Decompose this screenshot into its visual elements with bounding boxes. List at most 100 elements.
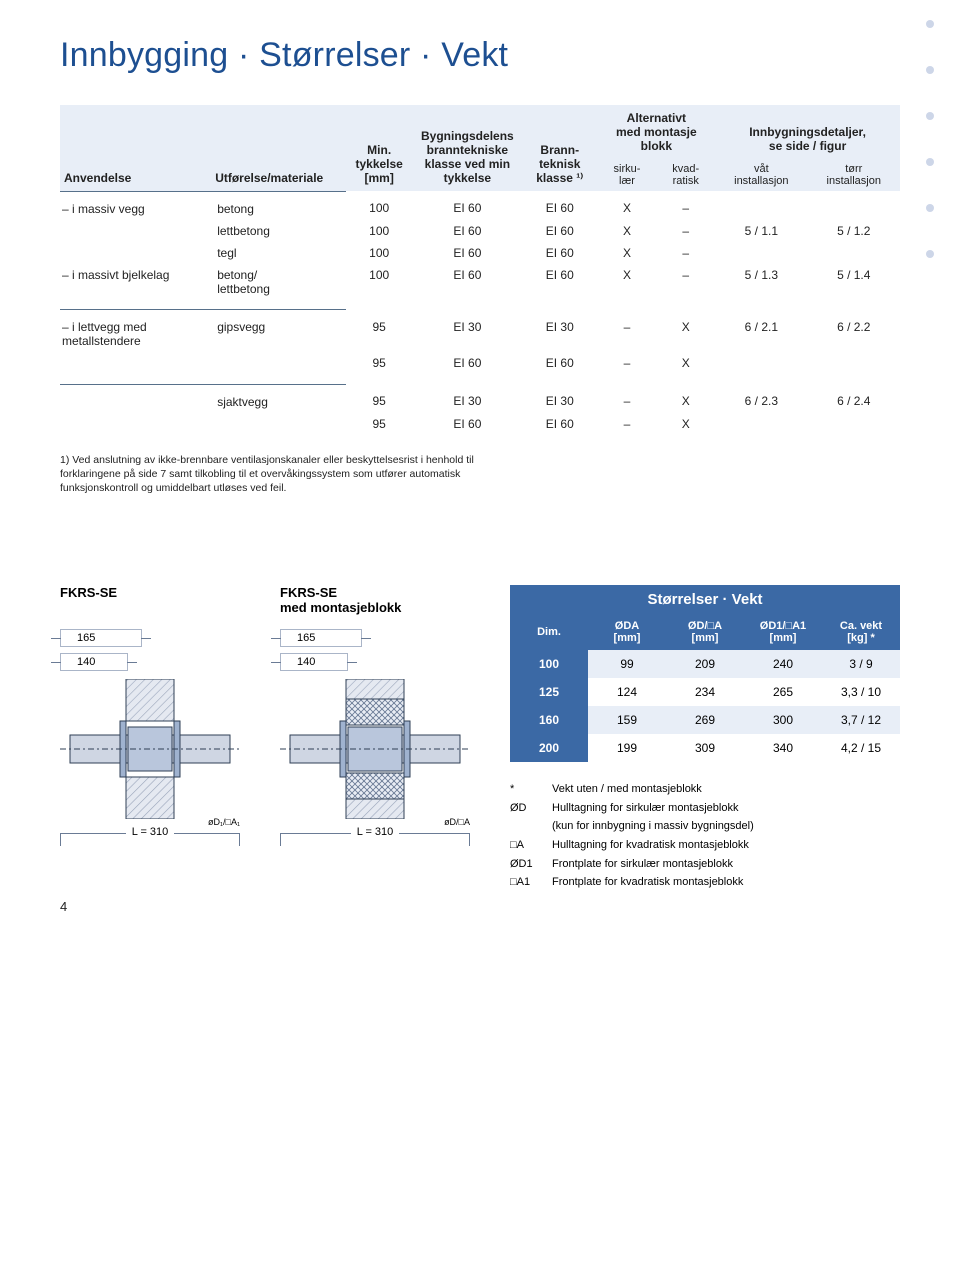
spec-cell: – [598,384,657,413]
spec-cell: EI 60 [522,352,598,374]
spec-cell: tegl [211,242,345,264]
fig2-svg [280,679,470,819]
sizes-cell: 234 [666,678,744,706]
spec-cell [808,242,900,264]
sizes-cell: 265 [744,678,822,706]
hdr-install-wet: våt installasjon [715,159,807,191]
legend-key: □A [510,836,544,855]
fig2-dim-165: 165 [280,629,362,647]
spec-cell: EI 30 [522,310,598,353]
spec-cell [808,191,900,220]
hdr-build-class: Bygningsdelens branntekniske klasse ved … [413,105,522,191]
spec-cell: EI 30 [522,384,598,413]
spec-cell: 95 [346,310,413,353]
spec-table: Anvendelse Utførelse/materiale Min. tykk… [60,105,900,435]
spec-cell: – [656,242,715,264]
spec-cell: 100 [346,220,413,242]
spec-cell [715,191,807,220]
sizes-cell: 159 [588,706,666,734]
sizes-hdr-oda: ØDA [mm] [588,614,666,650]
sizes-cell: 3,3 / 10 [822,678,900,706]
sizes-cell: 99 [588,650,666,678]
spec-cell: EI 60 [413,242,522,264]
spec-table-wrap: Anvendelse Utførelse/materiale Min. tykk… [60,105,900,435]
hdr-min-thickness: Min. tykkelse [mm] [346,105,413,191]
legend-text: Hulltagning for sirkulær montasjeblokk (… [552,799,754,836]
legend-row: ØD1 Frontplate for sirkulær montasjeblokk [510,855,900,874]
spec-cell: X [656,352,715,374]
hdr-alt-square: kvad- ratisk [656,159,715,191]
spec-cell: – [598,413,657,435]
legend-text: Frontplate for sirkulær montasjeblokk [552,855,733,874]
spec-cell: EI 60 [522,191,598,220]
spec-cell: X [598,220,657,242]
spec-cell: – i lettvegg med metallstendere [60,310,211,353]
spec-cell: X [656,413,715,435]
fig2-title: FKRS-SE med montasjeblokk [280,585,470,619]
hdr-material: Utførelse/materiale [211,105,345,191]
spec-cell: EI 30 [413,310,522,353]
spec-cell: 5 / 1.4 [808,264,900,300]
spec-cell: 6 / 2.1 [715,310,807,353]
sizes-hdr-dim: Dim. [510,614,588,650]
fig1-dim-165: 165 [60,629,142,647]
sizes-cell: 124 [588,678,666,706]
spec-cell: EI 60 [413,413,522,435]
sizes-cell: 200 [510,734,588,762]
spec-cell [60,384,211,413]
spec-cell [808,413,900,435]
spec-cell: X [656,384,715,413]
legend-row: □A1Frontplate for kvadratisk montasjeblo… [510,873,900,892]
spec-cell: 6 / 2.4 [808,384,900,413]
page-title: Innbygging · Størrelser · Vekt [60,36,900,75]
legend-row: *Vekt uten / med montasjeblokk [510,780,900,799]
sizes-block: Størrelser · Vekt Dim. ØDA [mm] ØD/□A [m… [510,585,900,892]
spec-cell [60,413,211,435]
spec-cell: – i massiv vegg [60,191,211,220]
spec-cell: – [656,264,715,300]
sizes-cell: 340 [744,734,822,762]
spec-cell [60,242,211,264]
sizes-cell: 309 [666,734,744,762]
spec-cell: – [598,352,657,374]
legend-key: ØD1 [510,855,544,874]
spec-cell: EI 60 [522,413,598,435]
spec-cell: 100 [346,242,413,264]
spec-cell [808,352,900,374]
spec-cell [211,352,345,374]
sizes-cell: 4,2 / 15 [822,734,900,762]
legend-key: ØD [510,799,544,836]
spec-cell: EI 60 [413,191,522,220]
spec-cell: gipsvegg [211,310,345,353]
spec-cell: EI 30 [413,384,522,413]
spec-cell: 6 / 2.2 [808,310,900,353]
spec-cell: lettbetong [211,220,345,242]
legend-row: ØDHulltagning for sirkulær montasjeblokk… [510,799,900,836]
sizes-cell: 199 [588,734,666,762]
fig1-bottom-dim: L = 310 [60,833,240,846]
legend-text: Frontplate for kvadratisk montasjeblokk [552,873,743,892]
fig1-dim-140: 140 [60,653,128,671]
sizes-table: Dim. ØDA [mm] ØD/□A [mm] ØD1/□A1 [mm] Ca… [510,614,900,762]
figure-fkrs-se-block: FKRS-SE med montasjeblokk 165 140 [280,585,470,846]
figure-fkrs-se: FKRS-SE 165 140 øD₁/□A₁ L [60,585,240,846]
hdr-application: Anvendelse [60,105,211,191]
sizes-cell: 209 [666,650,744,678]
sizes-cell: 160 [510,706,588,734]
fig1-svg [60,679,240,819]
hdr-install-dry: tørr installasjon [808,159,900,191]
spec-cell: – i massivt bjelkelag [60,264,211,300]
spec-cell: X [598,264,657,300]
spec-cell [60,352,211,374]
sizes-cell: 3 / 9 [822,650,900,678]
spec-cell: 95 [346,413,413,435]
hdr-install-detail: Innbygningsdetaljer, se side / figur [715,105,900,159]
spec-cell: X [656,310,715,353]
spec-cell: 6 / 2.3 [715,384,807,413]
sizes-cell: 240 [744,650,822,678]
spec-cell: EI 60 [413,352,522,374]
hdr-alt-block: Alternativt med montasje blokk [598,105,716,159]
spec-cell: – [598,310,657,353]
spec-cell: 95 [346,352,413,374]
hdr-fire-class: Brann- teknisk klasse ¹⁾ [522,105,598,191]
